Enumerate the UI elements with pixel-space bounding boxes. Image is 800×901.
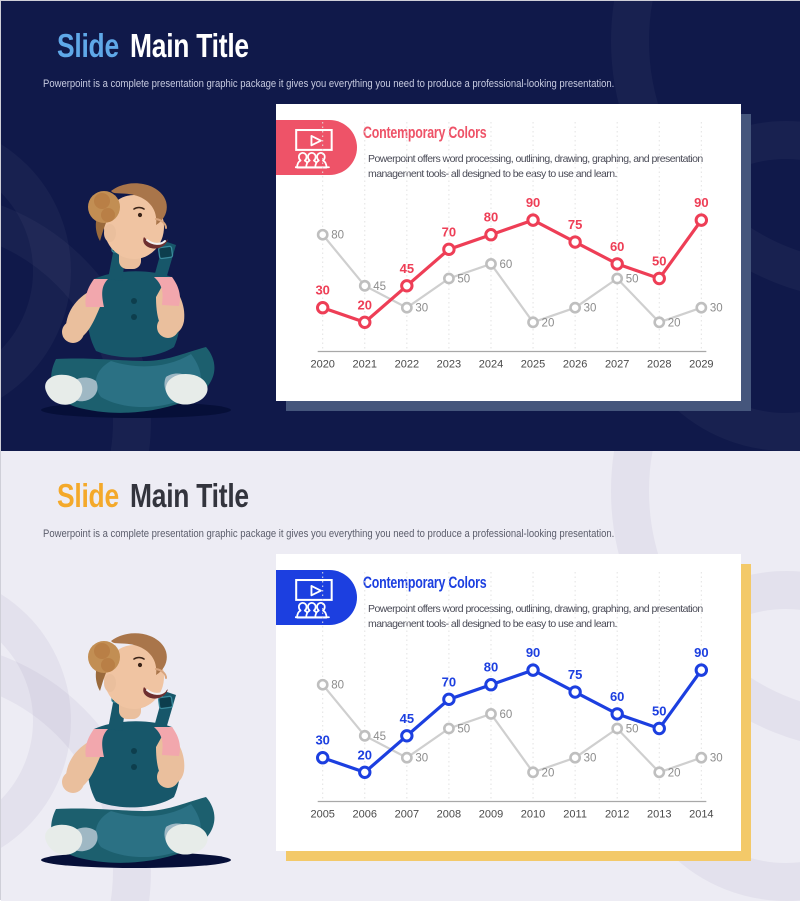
- svg-text:60: 60: [610, 689, 624, 704]
- svg-text:50: 50: [626, 724, 639, 736]
- svg-text:70: 70: [442, 674, 456, 689]
- svg-text:2014: 2014: [689, 809, 713, 821]
- svg-text:30: 30: [584, 303, 597, 315]
- svg-text:2006: 2006: [353, 809, 377, 821]
- svg-text:90: 90: [694, 645, 708, 660]
- svg-text:2028: 2028: [647, 359, 671, 371]
- svg-text:2009: 2009: [479, 809, 503, 821]
- svg-text:80: 80: [484, 660, 498, 675]
- svg-text:90: 90: [526, 645, 540, 660]
- svg-text:20: 20: [542, 767, 555, 779]
- svg-text:60: 60: [610, 239, 624, 254]
- svg-text:80: 80: [331, 680, 344, 692]
- svg-text:75: 75: [568, 217, 582, 232]
- svg-text:2026: 2026: [563, 359, 587, 371]
- svg-text:2020: 2020: [310, 359, 334, 371]
- svg-text:70: 70: [442, 224, 456, 239]
- svg-text:2012: 2012: [605, 809, 629, 821]
- svg-text:30: 30: [315, 283, 329, 298]
- svg-text:50: 50: [457, 274, 470, 286]
- svg-text:60: 60: [499, 709, 512, 721]
- svg-text:2025: 2025: [521, 359, 545, 371]
- svg-text:20: 20: [358, 747, 372, 762]
- svg-text:80: 80: [484, 210, 498, 225]
- svg-text:60: 60: [499, 259, 512, 271]
- svg-text:50: 50: [652, 254, 666, 269]
- svg-text:30: 30: [315, 733, 329, 748]
- svg-text:30: 30: [415, 753, 428, 765]
- svg-text:2027: 2027: [605, 359, 629, 371]
- svg-text:2024: 2024: [479, 359, 503, 371]
- svg-text:45: 45: [373, 731, 386, 743]
- svg-text:2011: 2011: [563, 809, 587, 821]
- svg-text:2029: 2029: [689, 359, 713, 371]
- svg-text:2013: 2013: [647, 809, 671, 821]
- svg-text:2007: 2007: [395, 809, 419, 821]
- svg-text:2023: 2023: [437, 359, 461, 371]
- svg-text:30: 30: [710, 303, 723, 315]
- svg-text:75: 75: [568, 667, 582, 682]
- svg-text:45: 45: [400, 711, 414, 726]
- svg-text:50: 50: [457, 724, 470, 736]
- svg-text:20: 20: [542, 317, 555, 329]
- svg-text:2005: 2005: [310, 809, 334, 821]
- svg-text:30: 30: [584, 753, 597, 765]
- svg-text:30: 30: [710, 753, 723, 765]
- svg-text:50: 50: [626, 274, 639, 286]
- svg-text:90: 90: [694, 195, 708, 210]
- svg-text:20: 20: [358, 297, 372, 312]
- svg-text:45: 45: [400, 261, 414, 276]
- svg-text:20: 20: [668, 767, 681, 779]
- svg-text:45: 45: [373, 281, 386, 293]
- svg-text:20: 20: [668, 317, 681, 329]
- svg-text:30: 30: [415, 303, 428, 315]
- svg-text:2008: 2008: [437, 809, 461, 821]
- svg-text:80: 80: [331, 230, 344, 242]
- svg-text:2010: 2010: [521, 809, 545, 821]
- svg-text:2022: 2022: [395, 359, 419, 371]
- svg-text:90: 90: [526, 195, 540, 210]
- svg-text:50: 50: [652, 704, 666, 719]
- svg-text:2021: 2021: [353, 359, 377, 371]
